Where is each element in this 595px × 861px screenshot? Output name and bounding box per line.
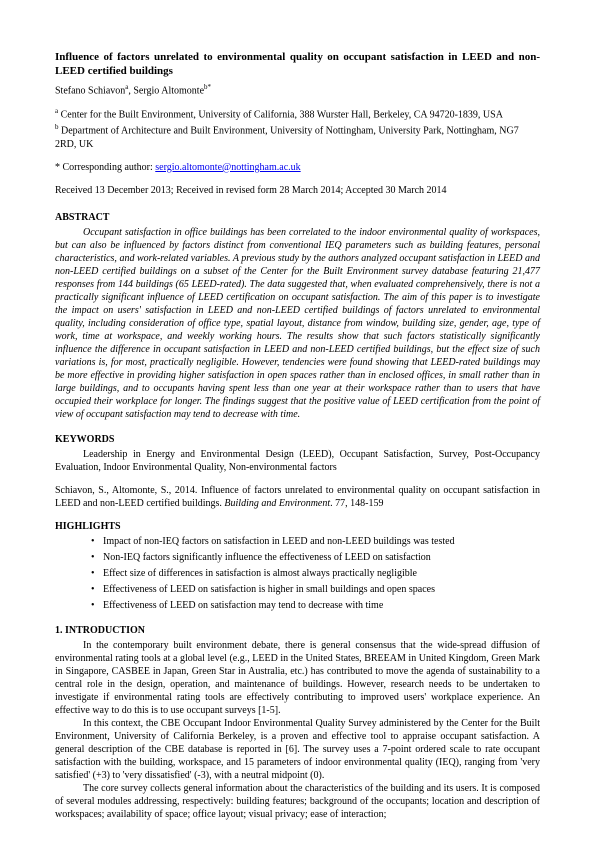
corresponding-label: * Corresponding author: <box>55 162 155 173</box>
abstract-body: Occupant satisfaction in office building… <box>55 226 540 421</box>
citation-journal: Building and Environment <box>224 498 330 509</box>
highlight-item: Non-IEQ factors significantly influence … <box>103 551 540 564</box>
highlights-list: Impact of non-IEQ factors on satisfactio… <box>55 535 540 612</box>
highlight-item: Effectiveness of LEED on satisfaction ma… <box>103 599 540 612</box>
abstract-heading: ABSTRACT <box>55 211 540 224</box>
authors: Stefano Schiavona, Sergio Altomonteb* <box>55 83 540 97</box>
highlight-item: Effect size of differences in satisfacti… <box>103 567 540 580</box>
affiliation-a-text: Center for the Built Environment, Univer… <box>58 109 503 120</box>
author-2-sup: b* <box>204 83 211 91</box>
highlights-heading: HIGHLIGHTS <box>55 520 540 533</box>
highlight-item: Impact of non-IEQ factors on satisfactio… <box>103 535 540 548</box>
citation: Schiavon, S., Altomonte, S., 2014. Influ… <box>55 484 540 510</box>
intro-paragraph-2: In this context, the CBE Occupant Indoor… <box>55 717 540 782</box>
citation-post: . 77, 148-159 <box>330 498 383 509</box>
article-dates: Received 13 December 2013; Received in r… <box>55 184 540 197</box>
corresponding-email-link[interactable]: sergio.altomonte@nottingham.ac.uk <box>155 162 300 173</box>
keywords-heading: KEYWORDS <box>55 433 540 446</box>
affiliation-b-text: Department of Architecture and Built Env… <box>55 126 519 150</box>
author-1: Stefano Schiavon <box>55 85 125 96</box>
affiliations: a Center for the Built Environment, Univ… <box>55 107 540 151</box>
intro-heading: 1. INTRODUCTION <box>55 624 540 637</box>
paper-title: Influence of factors unrelated to enviro… <box>55 50 540 79</box>
keywords-body: Leadership in Energy and Environmental D… <box>55 448 540 474</box>
intro-paragraph-1: In the contemporary built environment de… <box>55 639 540 717</box>
corresponding-author: * Corresponding author: sergio.altomonte… <box>55 161 540 174</box>
intro-paragraph-3: The core survey collects general informa… <box>55 782 540 821</box>
highlight-item: Effectiveness of LEED on satisfaction is… <box>103 583 540 596</box>
author-2: , Sergio Altomonte <box>128 85 204 96</box>
